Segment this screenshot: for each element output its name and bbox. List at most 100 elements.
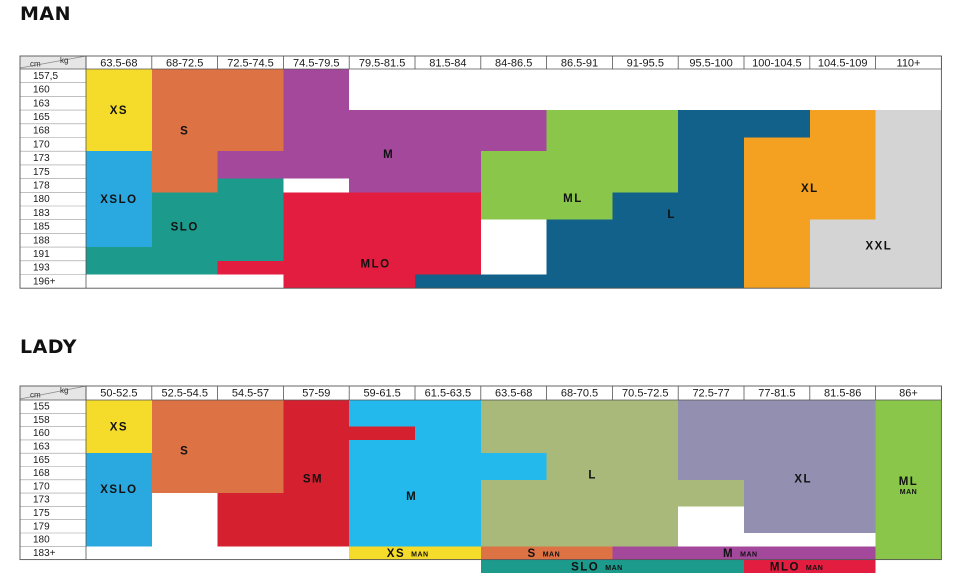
man-corner-cell: cm kg xyxy=(19,55,87,69)
lady-size-cell xyxy=(480,506,679,547)
man-height-label: 157,5 xyxy=(33,71,58,82)
man-size-label: XL xyxy=(801,183,819,195)
man-weight-label: 104.5-109 xyxy=(818,58,868,70)
lady-size-cell xyxy=(415,426,481,454)
man-size-region-xslo xyxy=(86,151,152,248)
lady-size-cell xyxy=(744,559,876,573)
lady-size-region-s-man xyxy=(480,546,613,560)
man-size-cell xyxy=(875,110,942,289)
lady-size-region-sm xyxy=(217,400,415,547)
lady-size-cell xyxy=(612,546,876,560)
lady-size-cell xyxy=(875,400,942,560)
man-cm-unit: cm xyxy=(30,60,41,69)
lady-kg-unit: kg xyxy=(60,386,68,395)
lady-size-suffix: MAN xyxy=(740,551,757,558)
man-weight-label: 95.5-100 xyxy=(689,58,732,70)
man-weight-label: 91-95.5 xyxy=(627,58,664,70)
man-size-label: XXL xyxy=(865,241,892,253)
lady-height-label: 180 xyxy=(33,535,50,546)
lady-size-cell xyxy=(217,493,350,547)
man-size-cell xyxy=(86,247,218,275)
man-size-label: XSLO xyxy=(100,194,137,206)
lady-size-suffix: MAN xyxy=(806,565,823,572)
lady-size-label: L xyxy=(588,469,597,481)
man-weight-label: 79.5-81.5 xyxy=(359,58,405,70)
lady-height-label: 160 xyxy=(33,428,50,439)
man-height-label: 165 xyxy=(33,112,50,123)
lady-weight-label: 77-81.5 xyxy=(758,388,795,400)
man-weight-label: 68-72.5 xyxy=(166,58,203,70)
man-size-label: MLO xyxy=(360,259,390,271)
lady-size-cell xyxy=(480,479,744,507)
man-weight-label: 84-86.5 xyxy=(495,58,532,70)
lady-size-cell xyxy=(480,546,613,560)
man-size-region-s xyxy=(151,69,284,193)
lady-size-label: XL xyxy=(794,473,812,485)
lady-grid xyxy=(19,385,942,561)
man-weight-label: 63.5-68 xyxy=(100,58,137,70)
man-weight-label: 100-104.5 xyxy=(752,58,802,70)
lady-size-label: ML xyxy=(899,476,919,488)
man-height-label: 193 xyxy=(33,263,50,274)
lady-weight-label: 57-59 xyxy=(302,388,330,400)
lady-size-label: M xyxy=(723,548,734,560)
lady-height-label: 175 xyxy=(33,508,50,519)
man-size-cell xyxy=(809,219,876,289)
man-size-label: S xyxy=(180,126,189,138)
man-height-label: 196+ xyxy=(33,276,56,287)
lady-weight-label: 68-70.5 xyxy=(561,388,598,400)
lady-height-label: 179 xyxy=(33,521,50,532)
lady-size-region-xl xyxy=(678,400,876,533)
lady-size-cell xyxy=(349,546,481,560)
lady-size-label: SM xyxy=(303,473,323,485)
man-size-cell xyxy=(480,192,613,220)
lady-size-region-l xyxy=(480,400,744,547)
lady-size-label: M xyxy=(406,491,417,503)
lady-size-cell xyxy=(480,559,744,573)
lady-size-suffix: MAN xyxy=(900,489,917,496)
lady-weight-label: 70.5-72.5 xyxy=(622,388,668,400)
man-height-label: 178 xyxy=(33,180,50,191)
lady-size-cell xyxy=(744,479,876,533)
man-size-region-l xyxy=(415,110,810,289)
man-size-label: M xyxy=(383,149,394,161)
lady-size-cell xyxy=(678,400,876,480)
lady-size-cell xyxy=(283,400,350,440)
man-height-label: 185 xyxy=(33,222,50,233)
lady-weight-label: 61.5-63.5 xyxy=(425,388,471,400)
lady-size-region-s xyxy=(151,400,284,507)
man-size-cell xyxy=(678,110,810,138)
lady-weight-label: 81.5-86 xyxy=(824,388,861,400)
lady-size-label: XSLO xyxy=(100,484,137,496)
lady-size-suffix: MAN xyxy=(543,551,560,558)
lady-height-label: 163 xyxy=(33,441,50,452)
lady-size-region-xslo xyxy=(86,453,152,547)
lady-height-label: 170 xyxy=(33,481,50,492)
lady-height-label: 173 xyxy=(33,495,50,506)
man-weight-label: 86.5-91 xyxy=(561,58,598,70)
man-size-cell xyxy=(283,192,481,261)
lady-size-region-ml-man xyxy=(875,400,942,560)
lady-size-label: SLO xyxy=(571,561,599,573)
man-size-cell xyxy=(151,151,218,193)
man-size-region-slo xyxy=(86,178,284,275)
man-size-label: SLO xyxy=(171,222,199,234)
man-weight-label: 74.5-79.5 xyxy=(293,58,339,70)
man-size-label: ML xyxy=(563,193,583,205)
man-size-region-xxl xyxy=(809,110,942,289)
man-height-label: 188 xyxy=(33,235,50,246)
man-weight-label: 72.5-74.5 xyxy=(227,58,273,70)
lady-weight-label: 59-61.5 xyxy=(363,388,400,400)
lady-size-region-xs-man xyxy=(349,546,481,560)
man-grid xyxy=(19,55,942,289)
man-size-cell xyxy=(217,260,481,275)
man-size-label: XS xyxy=(110,105,128,117)
man-weight-label: 81.5-84 xyxy=(429,58,466,70)
man-size-cell xyxy=(283,110,547,152)
lady-size-cell xyxy=(283,439,350,494)
lady-weight-label: 54.5-57 xyxy=(232,388,269,400)
man-size-cell xyxy=(480,151,679,193)
man-size-region-xs xyxy=(86,69,152,152)
